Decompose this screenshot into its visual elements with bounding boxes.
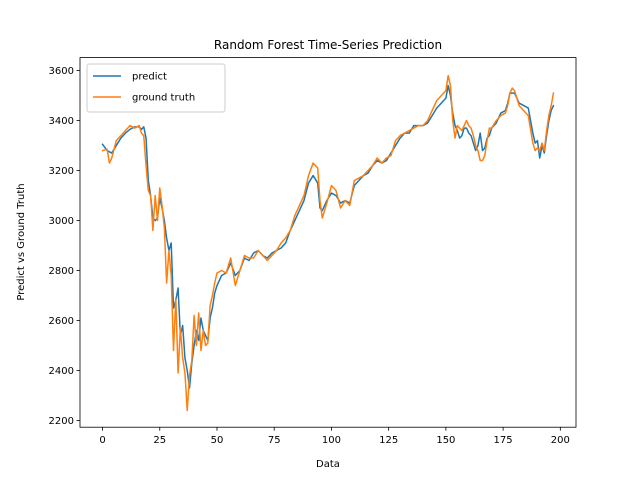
plot-frame <box>79 57 577 428</box>
y-axis-label: Predict vs Ground Truth <box>16 183 27 300</box>
series-line-ground-truth <box>101 74 555 412</box>
x-tick-label: 175 <box>494 435 513 446</box>
y-tick-label: 3600 <box>49 66 74 77</box>
legend-label-predict: predict <box>132 72 167 83</box>
y-tick-label: 3200 <box>49 166 74 177</box>
x-axis-label: Data <box>316 459 340 470</box>
x-tick-label: 100 <box>322 435 341 446</box>
y-tick-label: 2800 <box>49 266 74 277</box>
y-tick-label: 2400 <box>49 366 74 377</box>
chart-title: Random Forest Time-Series Prediction <box>214 38 442 52</box>
x-tick-label: 150 <box>436 435 455 446</box>
y-tick-label: 3000 <box>49 216 74 227</box>
x-tick-label: 75 <box>268 435 281 446</box>
legend-box <box>86 63 226 113</box>
y-tick-label: 3400 <box>49 116 74 127</box>
x-tick-label: 0 <box>99 435 105 446</box>
y-axis: 2200 2400 2600 2800 3000 3200 3400 3600 <box>49 66 80 427</box>
legend: predict ground truth <box>86 63 226 113</box>
x-axis: 0 25 50 75 100 125 150 175 200 <box>99 427 570 446</box>
y-tick-label: 2200 <box>49 416 74 427</box>
plot-area <box>101 74 555 412</box>
y-tick-label: 2600 <box>49 316 74 327</box>
x-tick-label: 25 <box>153 435 166 446</box>
legend-label-ground-truth: ground truth <box>132 93 195 104</box>
x-tick-label: 200 <box>551 435 570 446</box>
x-tick-label: 50 <box>211 435 224 446</box>
x-tick-label: 125 <box>379 435 398 446</box>
